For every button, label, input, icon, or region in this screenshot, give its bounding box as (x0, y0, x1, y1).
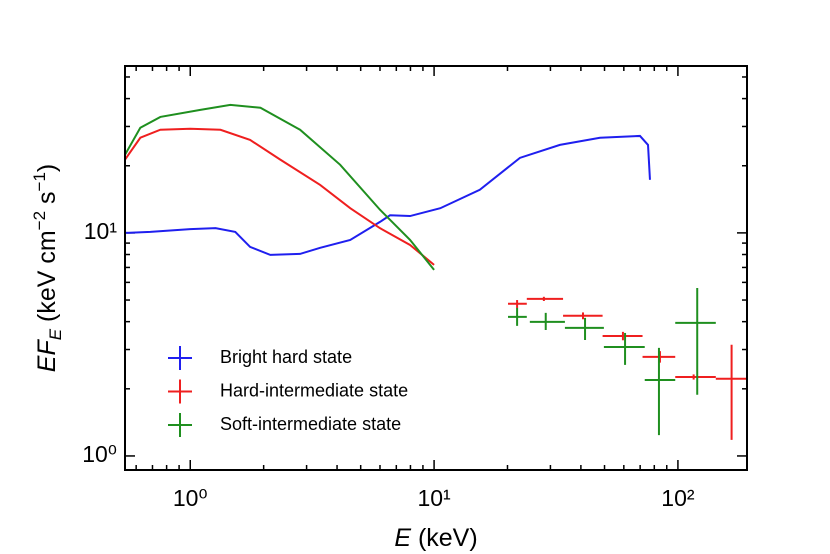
y-axis-label: EFE (keV cm−2 s−1) (30, 164, 65, 372)
legend-label: Bright hard state (220, 347, 352, 367)
x-axis-label: E (keV) (394, 524, 477, 552)
y-label-part: s (33, 191, 61, 210)
y-label-part: (keV cm (33, 230, 61, 329)
y-label-part: ) (33, 164, 61, 172)
spectrum-line (124, 134, 651, 256)
legend-label: Soft-intermediate state (220, 414, 401, 434)
y-label-part: −2 (30, 211, 49, 230)
y-tick-label: 10¹ (84, 218, 118, 244)
x-label-symbol: E (394, 524, 411, 552)
plot-frame (124, 65, 748, 471)
x-tick-label: 10² (661, 485, 695, 511)
y-label-part: E (46, 328, 65, 340)
x-tick-label: 10¹ (417, 485, 451, 511)
y-label-part: EF (33, 339, 61, 373)
x-label-unit: (keV) (411, 524, 478, 552)
x-tick-label: 10⁰ (173, 485, 208, 511)
spectrum-line (124, 103, 435, 271)
y-tick-label: 10⁰ (82, 441, 117, 467)
legend-label: Hard-intermediate state (220, 380, 408, 400)
y-label-part: −1 (30, 172, 49, 191)
spectrum-line (124, 127, 435, 266)
